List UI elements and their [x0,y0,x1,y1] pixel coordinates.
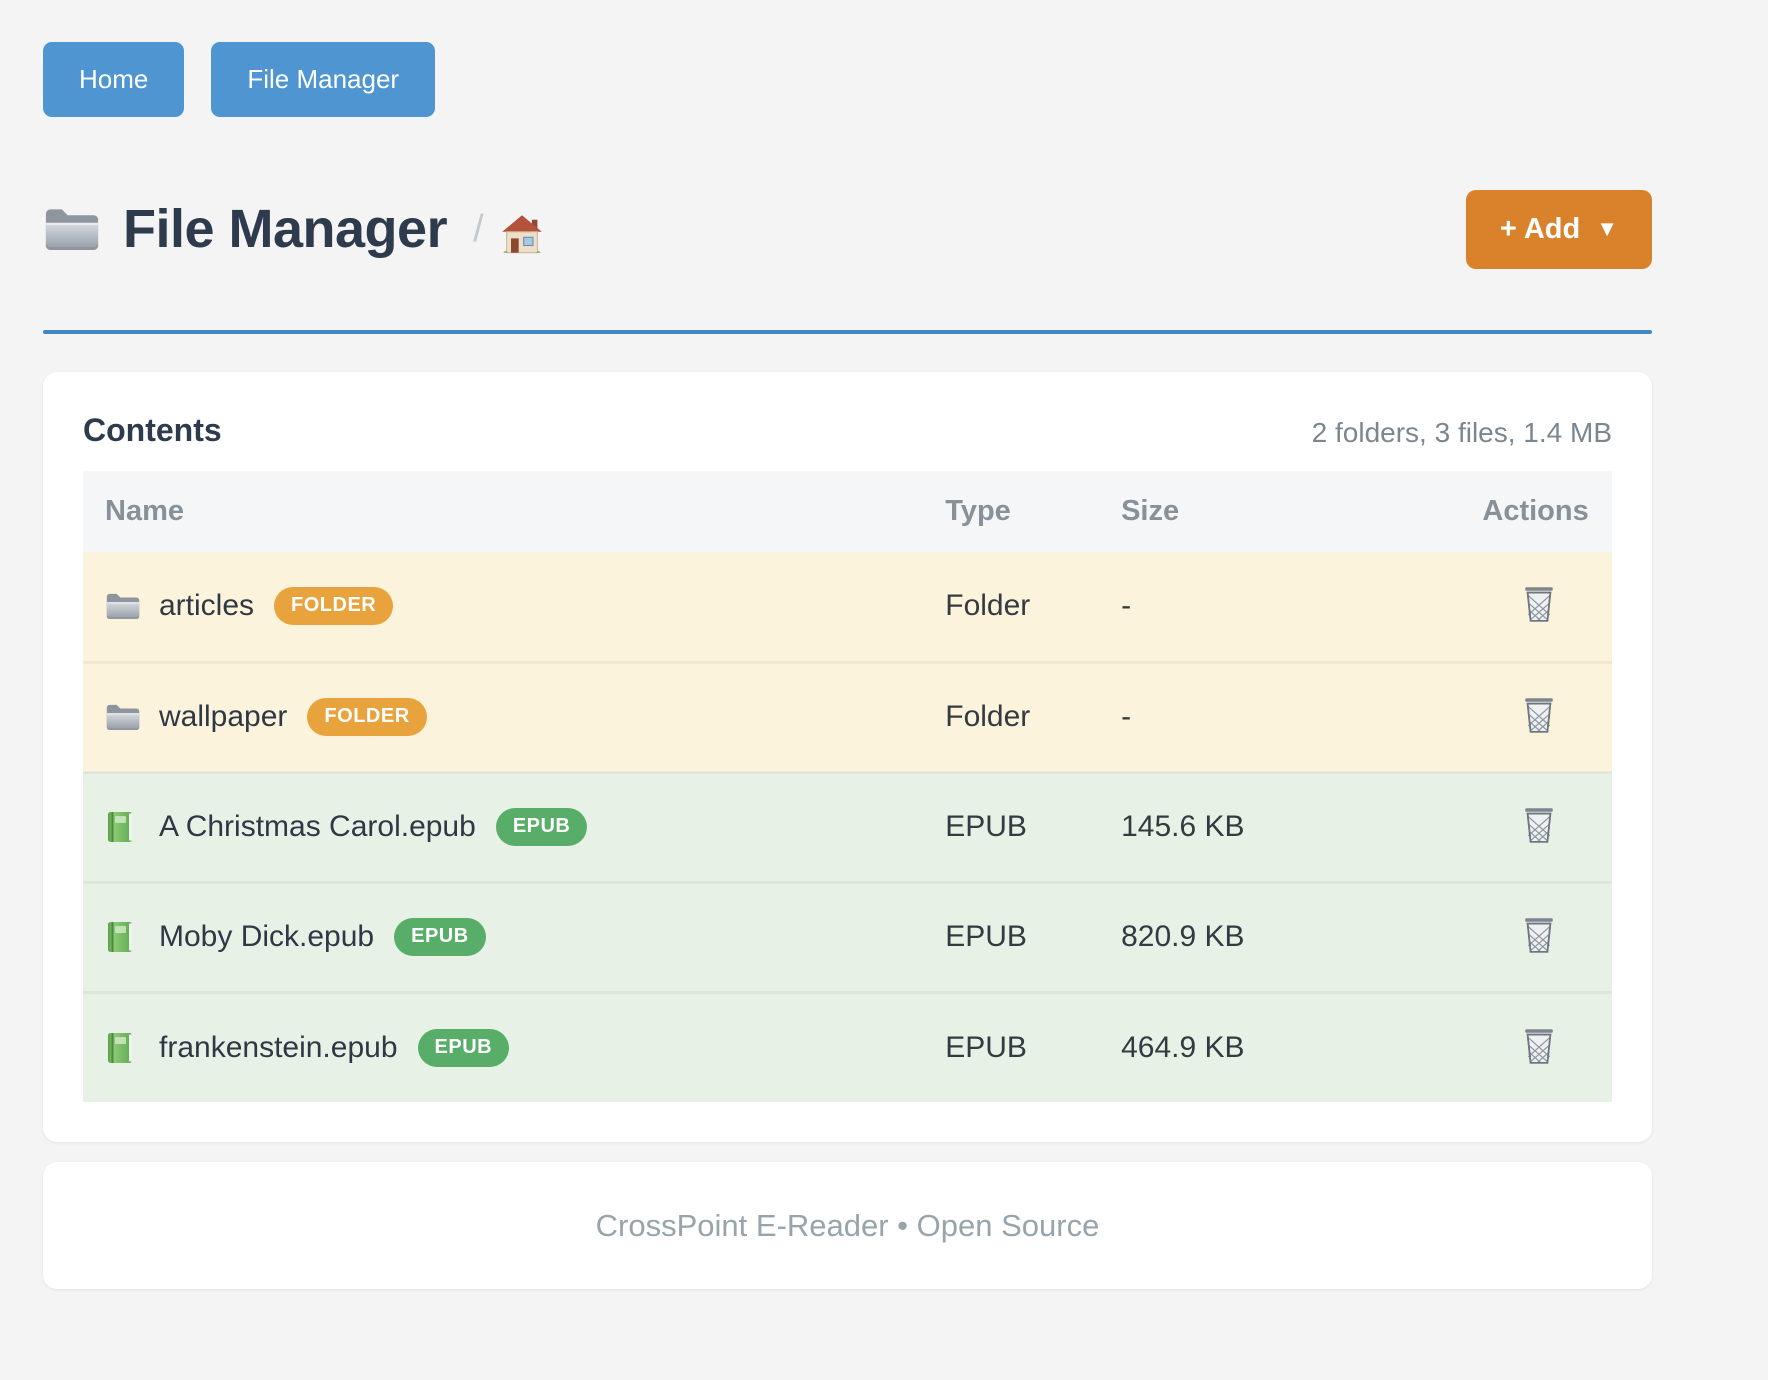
trash-icon [1523,1028,1554,1064]
file-size: 820.9 KB [1115,880,1460,992]
trash-icon [1523,807,1554,843]
file-table-header: Name Type Size Actions [83,471,1612,552]
file-size: 145.6 KB [1115,770,1460,882]
file-type-badge: EPUB [394,918,486,956]
file-manager-button[interactable]: File Manager [211,42,436,117]
table-row[interactable]: A Christmas Carol.epub EPUB EPUB 145.6 K… [83,770,1612,882]
home-icon[interactable] [500,212,544,256]
top-nav: Home File Manager [43,42,1652,117]
file-name[interactable]: A Christmas Carol.epub [159,810,476,843]
table-row[interactable]: frankenstein.epub EPUB EPUB 464.9 KB [83,990,1612,1102]
file-type: EPUB [939,880,1116,992]
folder-icon [45,209,99,251]
home-button[interactable]: Home [43,42,185,117]
file-name[interactable]: Moby Dick.epub [159,920,375,953]
file-type-badge: FOLDER [274,587,394,626]
file-size: 464.9 KB [1115,990,1460,1102]
delete-button[interactable] [1517,580,1561,628]
table-row[interactable]: articles FOLDER Folder - [83,552,1612,662]
column-header-name: Name [83,471,940,552]
file-type-badge: EPUB [495,808,588,846]
book-icon [105,1031,141,1065]
file-name[interactable]: wallpaper [159,700,288,733]
add-button-label: + Add [1499,212,1581,245]
file-size: - [1115,552,1460,662]
contents-panel: Contents 2 folders, 3 files, 1.4 MB Name… [43,372,1652,1142]
file-type-badge: EPUB [417,1028,510,1067]
title-group: File Manager / [43,198,544,260]
breadcrumb-separator: / [473,207,484,250]
header-divider [43,330,1652,334]
panel-header: Contents 2 folders, 3 files, 1.4 MB [83,412,1612,449]
column-header-size: Size [1115,471,1460,552]
caret-down-icon: ▼ [1596,216,1618,241]
book-icon [105,810,141,844]
footer-text: CrossPoint E-Reader • Open Source [595,1207,1100,1243]
file-type-badge: FOLDER [307,698,427,736]
file-manager-page: Home File Manager File Manager / + Add ▼… [43,42,1652,1289]
trash-icon [1523,586,1554,622]
column-header-actions: Actions [1459,471,1612,552]
page-header: File Manager / + Add ▼ [43,188,1652,270]
file-table: Name Type Size Actions articles FOLDER F… [83,471,1612,1102]
table-row[interactable]: wallpaper FOLDER Folder - [83,660,1612,772]
delete-button[interactable] [1517,1022,1561,1070]
book-icon [105,920,141,954]
add-button[interactable]: + Add ▼ [1465,189,1652,269]
folder-icon [105,589,141,623]
delete-button[interactable] [1517,691,1561,739]
file-type: Folder [939,660,1116,772]
file-name[interactable]: articles [159,589,255,623]
contents-summary: 2 folders, 3 files, 1.4 MB [1311,417,1612,448]
file-type: EPUB [939,770,1116,882]
table-row[interactable]: Moby Dick.epub EPUB EPUB 820.9 KB [83,880,1612,992]
footer: CrossPoint E-Reader • Open Source [43,1162,1652,1289]
column-header-type: Type [939,471,1116,552]
delete-button[interactable] [1517,801,1561,849]
file-name[interactable]: frankenstein.epub [159,1030,398,1064]
file-size: - [1115,660,1460,772]
folder-icon [105,700,141,734]
file-table-body: articles FOLDER Folder - wallpaper FOLDE… [83,552,1612,1102]
panel-title: Contents [83,412,222,448]
file-type: EPUB [939,990,1116,1102]
page-title: File Manager [123,199,448,259]
delete-button[interactable] [1517,911,1561,959]
trash-icon [1523,917,1554,953]
file-type: Folder [939,552,1116,662]
trash-icon [1523,697,1554,733]
